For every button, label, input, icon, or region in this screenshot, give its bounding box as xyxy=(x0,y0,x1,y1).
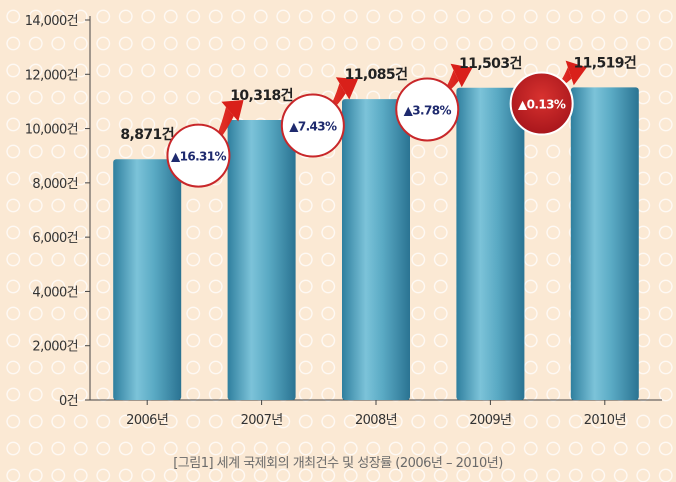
data-label: 11,519건 xyxy=(573,54,636,71)
bars-layer xyxy=(113,87,639,401)
growth-badge xyxy=(509,71,574,136)
bar xyxy=(227,119,296,400)
growth-badge xyxy=(166,123,231,188)
x-tick-label: 2008년 xyxy=(355,413,397,428)
growth-arrowhead xyxy=(565,60,587,86)
chart-caption: [그림1] 세계 국제회의 개최건수 및 성장률 (2006년 – 2010년) xyxy=(173,456,503,471)
data-label: 11,503건 xyxy=(459,55,522,72)
y-tick-label: 8,000건 xyxy=(32,177,78,192)
x-tick-label: 2007년 xyxy=(241,413,283,428)
y-tick-label: 4,000건 xyxy=(32,285,78,300)
bar xyxy=(113,159,182,400)
growth-rate-label: ▲0.13% xyxy=(518,98,566,112)
labels-layer: 8,871건 10,318건 11,085건 11,503건 11,519건 ▲16.31… xyxy=(120,54,637,188)
growth-rate-label: ▲7.43% xyxy=(289,120,337,134)
growth-arrowhead xyxy=(221,99,244,122)
x-tick-label: 2010년 xyxy=(584,413,626,428)
y-tick-label: 0건 xyxy=(59,394,78,409)
y-tick-label: 2,000건 xyxy=(32,340,78,355)
growth-rate-label: ▲16.31% xyxy=(171,150,227,164)
bar xyxy=(570,87,639,400)
growth-arrowhead xyxy=(335,77,358,100)
data-label: 10,318건 xyxy=(230,87,293,104)
bar xyxy=(342,99,410,400)
y-tick-label: 12,000건 xyxy=(25,68,78,83)
growth-badge xyxy=(280,93,345,158)
bar xyxy=(456,87,525,401)
x-tick-label: 2009년 xyxy=(469,413,511,428)
data-label: 8,871건 xyxy=(120,126,174,143)
x-tick-label: 2006년 xyxy=(126,413,168,428)
growth-rate-label: ▲3.78% xyxy=(404,103,452,117)
y-tick-label: 10,000건 xyxy=(25,123,78,138)
y-tick-label: 6,000건 xyxy=(32,231,78,246)
data-label: 11,085건 xyxy=(345,66,408,83)
growth-badge xyxy=(395,77,460,142)
growth-arrowhead xyxy=(450,63,473,88)
axis-layer: 0건 2,000건 4,000건 6,000건 8,000건 10,000건 12,000건… xyxy=(25,14,662,428)
y-tick-label: 14,000건 xyxy=(25,14,78,29)
